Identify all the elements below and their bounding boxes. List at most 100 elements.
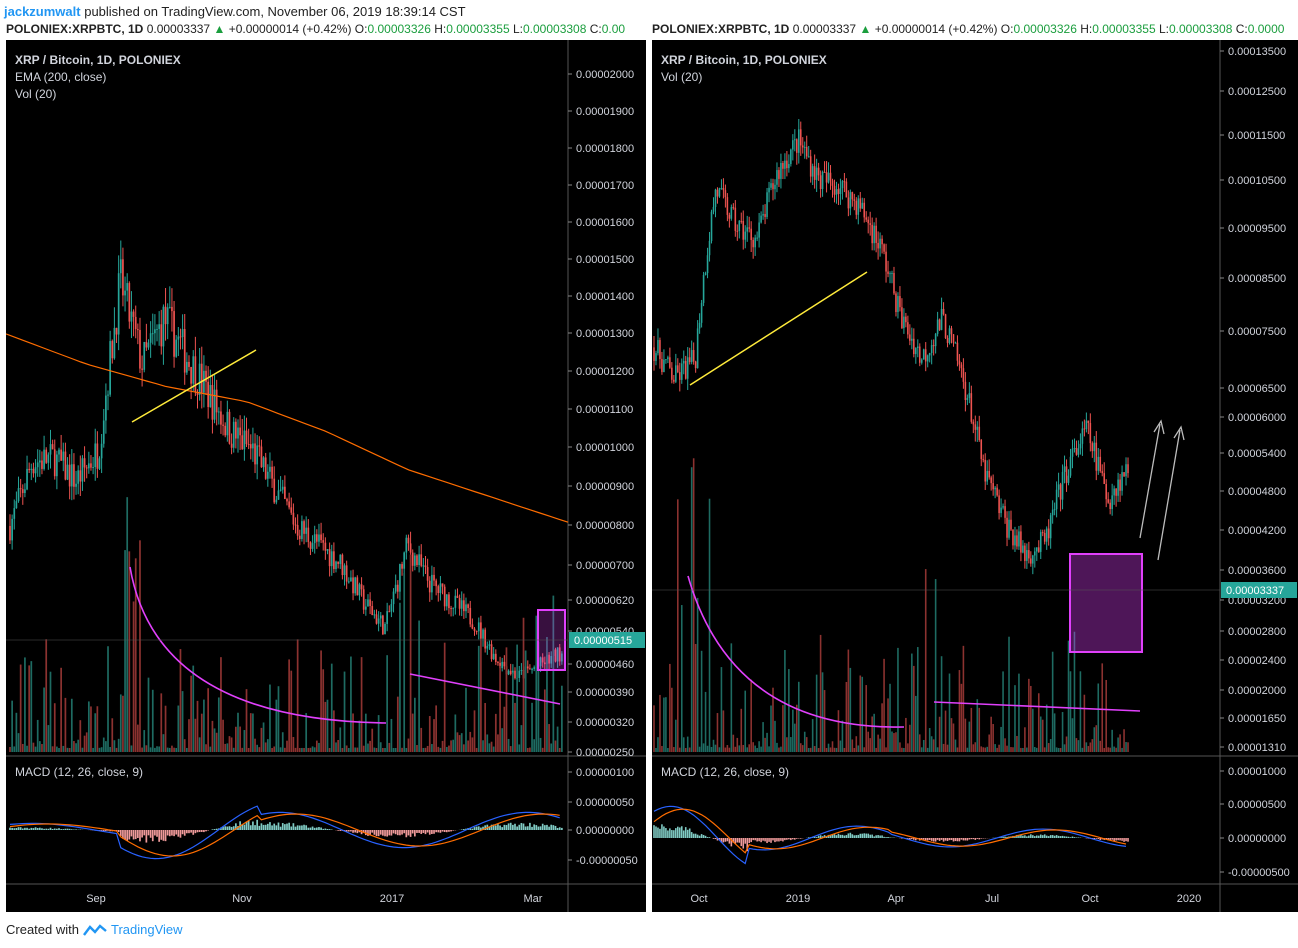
candle-body	[934, 333, 937, 347]
candle-body	[186, 361, 188, 373]
volume-bar	[913, 665, 915, 752]
candle-body	[978, 426, 981, 441]
volume-bar	[209, 746, 212, 752]
macd-histogram-bar	[477, 826, 480, 830]
left-c-label: C:	[589, 22, 602, 36]
right-chart-panel[interactable]: 0.00013500 0.00012500 0.00011500 0.00010500…	[652, 40, 1298, 912]
candle-body	[313, 534, 316, 544]
volume-bar	[845, 681, 848, 752]
macd-histogram-bar	[60, 829, 62, 830]
macd-histogram-bar	[1111, 838, 1113, 840]
volume-curve-annotation	[129, 566, 387, 724]
candle-body	[75, 483, 77, 487]
volume-trend-annotation	[933, 701, 1141, 712]
candle-body	[162, 306, 165, 347]
candle-body	[529, 668, 531, 670]
right-low: 0.00003308	[1168, 22, 1233, 36]
macd-histogram-bar	[158, 830, 161, 842]
macd-histogram-bar	[117, 830, 120, 832]
candle-body	[790, 149, 792, 164]
volume-bar	[45, 639, 48, 752]
volume-bar	[926, 747, 929, 752]
volume-bar	[30, 661, 33, 752]
macd-histogram-bar	[746, 838, 749, 852]
candle-body	[1087, 420, 1090, 424]
volume-bar	[175, 747, 178, 752]
volume-bar	[1061, 712, 1064, 752]
volume-bar	[107, 646, 109, 752]
volume-bar	[558, 748, 561, 752]
candle-body	[835, 189, 838, 195]
last-price-label: 0.00000515	[574, 635, 632, 647]
volume-bar	[980, 746, 983, 752]
author-name[interactable]: jackzumwalt	[4, 4, 81, 19]
volume-bar	[343, 671, 346, 752]
macd-histogram-bar	[11, 827, 13, 830]
candle-body	[861, 202, 864, 209]
macd-histogram-bar	[441, 830, 444, 832]
left-chart-panel[interactable]: 0.00002000 0.00001900 0.00001800 0.00001700…	[6, 40, 646, 912]
volume-bar	[1113, 746, 1115, 752]
macd-histogram-bar	[497, 824, 499, 830]
macd-histogram-bar	[847, 833, 850, 838]
volume-bar	[720, 667, 723, 752]
volume-bar	[667, 747, 669, 752]
volume-bar	[1123, 729, 1125, 752]
candle-body	[924, 349, 927, 362]
right-chart-svg[interactable]: 0.000135000.000125000.000115000.00010500…	[652, 40, 1298, 912]
macd-histogram-bar	[1018, 835, 1020, 838]
volume-bar	[113, 740, 116, 752]
footer-brand[interactable]: TradingView	[110, 922, 183, 937]
macd-histogram-bar	[653, 825, 655, 838]
volume-bar	[954, 739, 957, 752]
candle-body	[982, 459, 985, 461]
volume-bar	[1014, 685, 1016, 752]
candle-body	[403, 552, 406, 569]
candle-body	[439, 583, 442, 593]
volume-bar	[740, 708, 743, 752]
candle-body	[113, 327, 116, 359]
macd-histogram-bar	[673, 830, 675, 838]
candle-body	[90, 463, 92, 468]
time-axis-label: Sep	[86, 893, 106, 905]
candle-body	[827, 172, 830, 183]
volume-bar	[105, 741, 107, 752]
macd-histogram-bar	[807, 837, 810, 838]
volume-bar	[819, 634, 822, 752]
macd-histogram-bar	[53, 828, 56, 830]
macd-histogram-bar	[907, 838, 909, 839]
price-tick-label: 0.00007500	[1228, 326, 1286, 338]
volume-bar	[266, 739, 269, 752]
candle-body	[173, 311, 175, 357]
volume-bar	[813, 746, 816, 752]
candle-body	[411, 552, 414, 566]
volume-bar	[992, 724, 994, 752]
candle-body	[736, 230, 739, 232]
candle-body	[1079, 443, 1082, 449]
candle-body	[732, 207, 735, 209]
candle-body	[903, 316, 905, 329]
macd-histogram-bar	[857, 834, 860, 838]
macd-histogram-bar	[516, 826, 518, 830]
macd-histogram-bar	[24, 827, 26, 830]
volume-bar	[978, 707, 981, 752]
macd-histogram-bar	[38, 827, 41, 830]
volume-bar	[556, 726, 559, 752]
macd-histogram-bar	[194, 830, 197, 834]
macd-histogram-bar	[126, 830, 129, 841]
candle-body	[841, 181, 844, 189]
macd-histogram-bar	[149, 830, 152, 838]
volume-bar	[379, 742, 382, 752]
volume-bar	[829, 747, 832, 752]
volume-bar	[132, 601, 135, 752]
macd-histogram-bar	[235, 823, 237, 830]
candle-body	[160, 324, 163, 347]
candle-body	[17, 488, 20, 502]
candle-body	[467, 604, 469, 608]
volume-bar	[81, 747, 84, 752]
volume-bar	[554, 740, 557, 752]
candle-body	[1045, 528, 1048, 542]
candle-body	[235, 421, 237, 439]
volume-bar	[1008, 636, 1010, 752]
left-chart-svg[interactable]: 0.000020000.000019000.000018000.00001700…	[6, 40, 646, 912]
